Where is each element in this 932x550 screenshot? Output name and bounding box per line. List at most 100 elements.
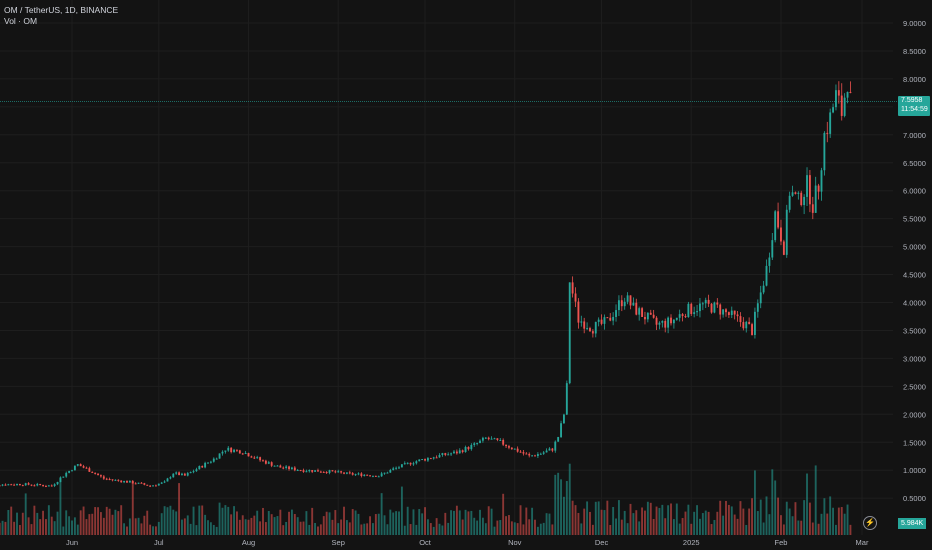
volume-bar <box>762 522 765 535</box>
last-price-tag: 7.5958 11:54:59 <box>898 96 930 116</box>
volume-bar <box>160 513 163 535</box>
volume-bar <box>563 496 565 535</box>
x-tick-label: Aug <box>242 538 255 547</box>
volume-bar <box>438 523 441 535</box>
candle-body <box>823 132 826 171</box>
candle-body <box>661 320 664 323</box>
volume-bar <box>664 518 667 535</box>
candle-body <box>137 482 140 484</box>
y-tick-label: 7.0000 <box>903 131 926 140</box>
volume-bar <box>290 509 293 535</box>
candle-body <box>230 447 233 453</box>
candle-body <box>849 91 852 93</box>
volume-bar <box>756 511 759 535</box>
volume-bar <box>493 526 496 535</box>
candle-body <box>791 192 794 196</box>
candle-body <box>481 437 484 441</box>
volume-bar <box>687 504 690 535</box>
volume-bar <box>531 507 534 535</box>
volume-bar <box>317 526 319 535</box>
candle-body <box>487 437 490 440</box>
volume-bar <box>99 512 102 535</box>
candle-body <box>85 467 88 469</box>
volume-bar <box>415 524 418 535</box>
volume-bar <box>262 507 264 535</box>
candle-body <box>195 469 198 472</box>
candle-body <box>94 472 97 474</box>
volume-bar <box>565 481 568 535</box>
volume-bar <box>739 501 742 535</box>
volume-bar <box>398 511 400 535</box>
volume-bar <box>716 511 719 535</box>
volume-bar <box>536 526 539 535</box>
volume-bar <box>276 516 279 535</box>
candle-body <box>398 467 400 469</box>
candle-body <box>534 455 536 457</box>
candle-body <box>50 485 53 487</box>
candle-body <box>554 441 557 451</box>
volume-bar <box>554 474 557 535</box>
volume-bar <box>149 524 152 535</box>
volume-bar <box>0 522 1 535</box>
candle-body <box>826 132 829 134</box>
candle-body <box>693 312 696 314</box>
volume-bar <box>123 523 126 535</box>
candle-body <box>536 454 539 457</box>
candle-body <box>36 483 39 486</box>
symbol-title[interactable]: OM / TetherUS, 1D, BINANCE <box>4 5 119 15</box>
volume-bar <box>126 526 128 535</box>
candle-body <box>134 483 137 485</box>
volume-bar <box>88 514 91 535</box>
volume-bar <box>487 506 490 535</box>
volume-bar <box>681 518 684 535</box>
candle-body <box>759 292 762 304</box>
volume-bar <box>461 519 464 535</box>
volume-bar <box>154 526 157 535</box>
volume-bar <box>363 523 366 535</box>
candle-body <box>678 314 681 318</box>
candle-body <box>635 302 638 315</box>
candle-body <box>207 462 209 464</box>
volume-bar <box>169 505 172 535</box>
candle-body <box>736 314 739 317</box>
candle-body <box>73 465 76 471</box>
volume-bar <box>797 520 800 535</box>
volume-bar <box>224 505 227 535</box>
candle-body <box>65 472 68 477</box>
candle-body <box>829 112 832 134</box>
candle-body <box>846 91 849 98</box>
candle-body <box>745 321 748 329</box>
lightning-icon[interactable]: ⚡ <box>863 516 877 530</box>
candle-body <box>282 467 285 469</box>
candle-body <box>612 316 615 321</box>
candle-body <box>178 472 181 476</box>
candle-body <box>183 473 186 476</box>
volume-bar <box>516 523 519 535</box>
volume-bar <box>198 505 201 535</box>
candle-body <box>97 473 99 476</box>
volume-indicator-label[interactable]: Vol · OM <box>4 16 38 26</box>
volume-bar <box>50 516 53 535</box>
volume-bar <box>730 506 733 535</box>
candle-body <box>204 462 207 468</box>
volume-bar <box>85 519 88 535</box>
y-tick-label: 3.0000 <box>903 354 926 363</box>
candle-body <box>24 483 27 486</box>
candle-body <box>244 453 247 455</box>
volume-bar <box>684 511 687 535</box>
volume-bar <box>641 507 644 535</box>
volume-bar <box>24 493 27 535</box>
candle-body <box>241 453 244 455</box>
candle-body <box>788 195 791 210</box>
candle-body <box>238 450 241 454</box>
candle-body <box>505 444 508 447</box>
candle-body <box>531 455 534 457</box>
volume-bar <box>513 522 516 535</box>
volume-bar <box>250 517 253 535</box>
candle-body <box>345 472 348 474</box>
candle-body <box>623 301 626 307</box>
volume-bar <box>577 512 580 535</box>
volume-bar <box>505 516 508 535</box>
candle-body <box>733 310 736 315</box>
